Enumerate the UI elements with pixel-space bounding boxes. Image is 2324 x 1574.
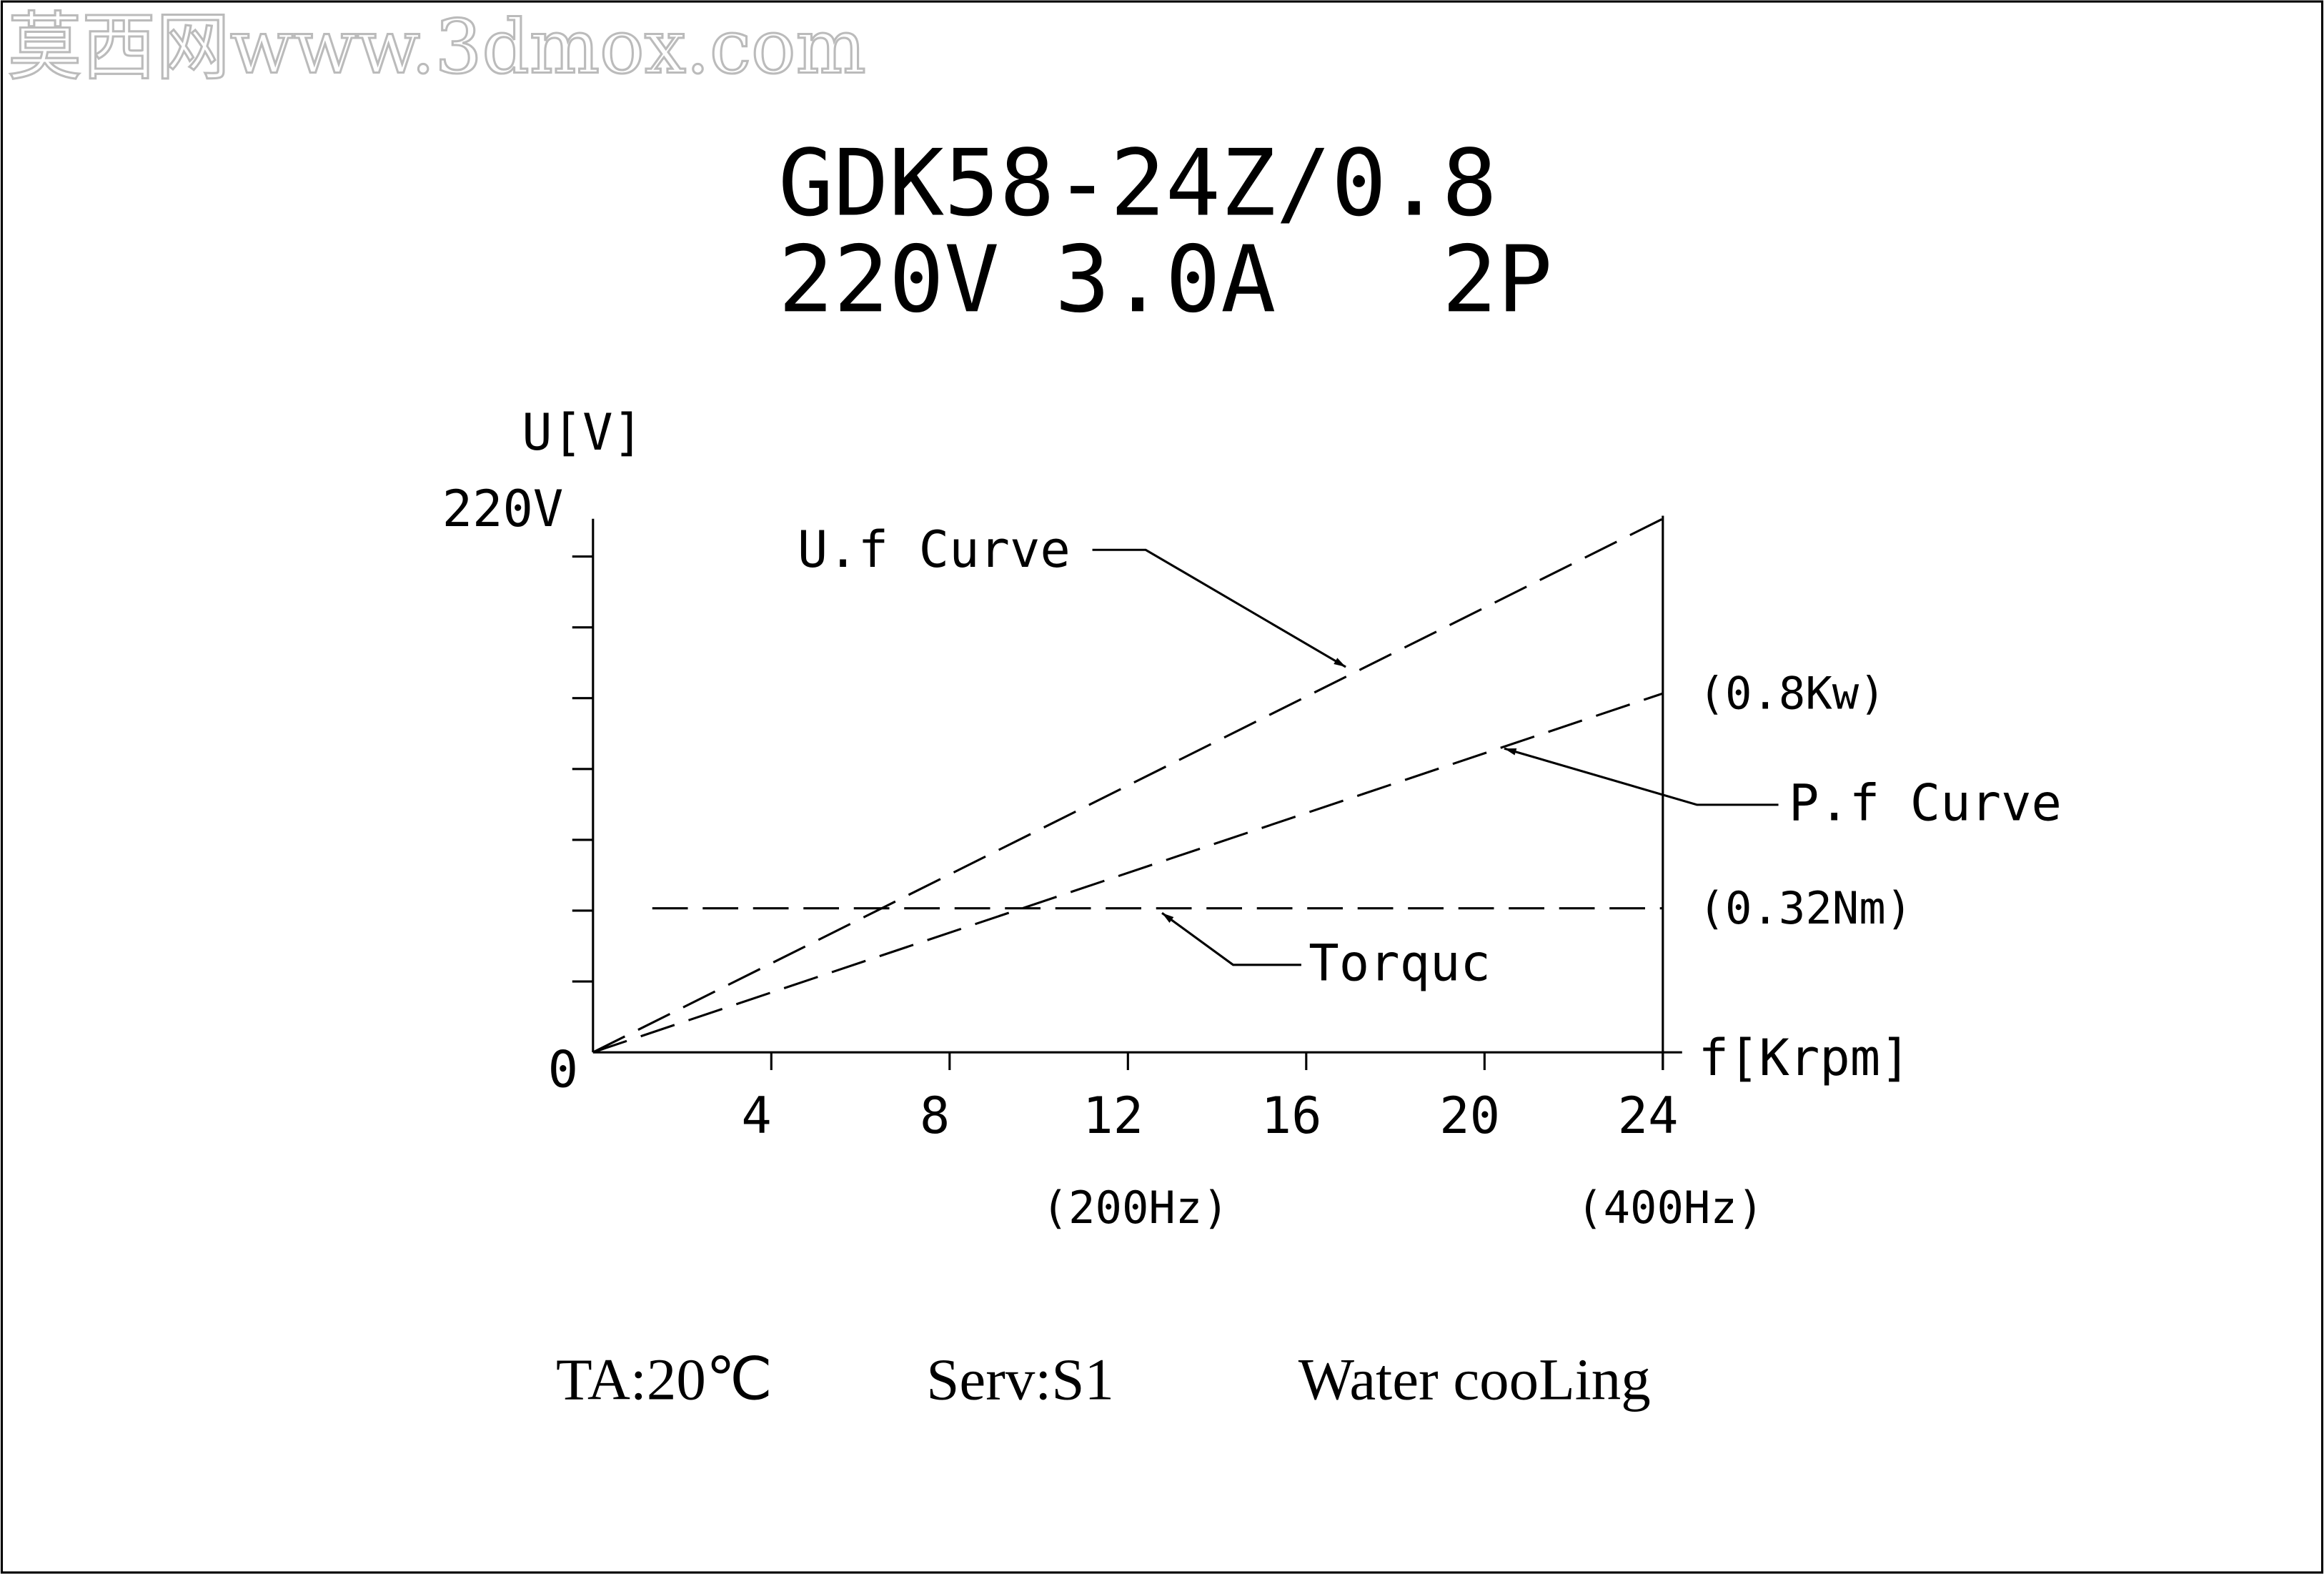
- x-tick-label: 12: [1083, 1087, 1143, 1145]
- leader-line: [1092, 548, 1346, 668]
- series-end-label: (0.8Kw): [1699, 667, 1886, 719]
- series-end-label: (0.32Nm): [1699, 882, 1913, 934]
- chart-title: GDK58-24Z/0.8: [778, 131, 1497, 237]
- y-axis-label: U[V]: [522, 403, 643, 462]
- leader-line: [1161, 911, 1301, 966]
- annotation: (200Hz): [1042, 1182, 1229, 1234]
- x-tick-label: 24: [1618, 1087, 1679, 1145]
- y-tick-label: 0: [548, 1041, 578, 1099]
- y-tick-label: 220V: [442, 480, 564, 538]
- chart-subtitle: 220V 3.0A 2P: [778, 227, 1552, 333]
- series-label: P.f Curve: [1789, 773, 2062, 832]
- series-label: U.f Curve: [798, 520, 1071, 579]
- x-axis-label: f[Krpm]: [1699, 1029, 1911, 1087]
- series-line: [592, 692, 1664, 1054]
- footer-text: Serv:S1: [926, 1347, 1114, 1412]
- footer-text: TA:20℃: [556, 1347, 773, 1412]
- leader-line: [1504, 747, 1779, 806]
- x-tick-label: 4: [741, 1087, 771, 1145]
- footer-text: Water cooLing: [1298, 1347, 1651, 1412]
- x-tick-label: 20: [1439, 1087, 1500, 1145]
- x-tick-label: 16: [1261, 1087, 1322, 1145]
- x-tick-label: 8: [920, 1087, 950, 1145]
- watermark: 莫西网www.3dmox.com: [8, 4, 866, 90]
- annotation: (400Hz): [1576, 1182, 1764, 1234]
- series-label: Torquc: [1309, 934, 1491, 992]
